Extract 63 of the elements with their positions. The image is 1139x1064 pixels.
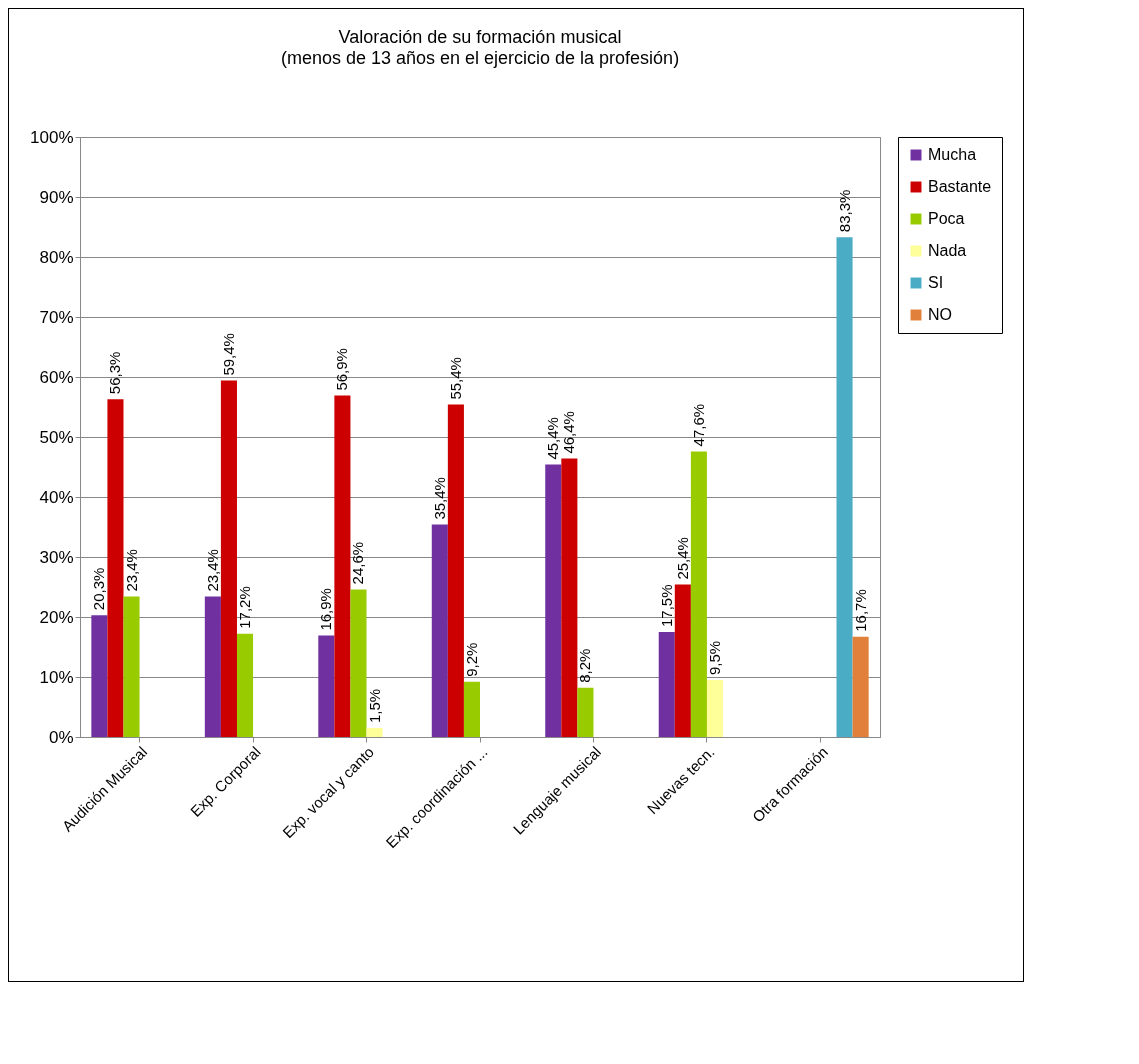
- data-label: 9,5%: [705, 640, 723, 675]
- data-label: 16,9%: [317, 588, 335, 631]
- data-label: 83,3%: [835, 189, 853, 233]
- chart-subtitle: (menos de 13 años en el ejercicio de la profesión): [280, 48, 680, 68]
- data-label: 24,6%: [349, 541, 367, 585]
- y-tick-label: 50%: [39, 427, 74, 447]
- data-label: 9,2%: [462, 642, 480, 677]
- bar: [463, 681, 480, 737]
- bar: [318, 635, 335, 737]
- data-label: 25,4%: [673, 537, 691, 580]
- legend-label: NO: [928, 306, 952, 323]
- chart-title: Valoración de su formación musical: [338, 27, 622, 47]
- y-tick-label: 100%: [30, 127, 74, 147]
- legend-label: Bastante: [928, 178, 992, 195]
- bar: [350, 589, 367, 737]
- data-label: 16,7%: [851, 589, 869, 632]
- bar: [447, 404, 464, 737]
- legend-label: Nada: [928, 242, 967, 259]
- data-label: 17,5%: [657, 584, 675, 627]
- data-label: 56,3%: [106, 351, 124, 395]
- y-tick-label: 90%: [39, 187, 74, 207]
- data-label: 59,4%: [219, 333, 237, 376]
- bar: [690, 451, 707, 737]
- bar: [674, 584, 691, 737]
- bar: [836, 237, 853, 737]
- y-tick-label: 0%: [48, 727, 74, 747]
- bar: [123, 596, 140, 737]
- bar: [91, 615, 108, 737]
- legend-label: Poca: [928, 210, 965, 227]
- data-label: 45,4%: [544, 417, 562, 460]
- bar: [545, 464, 562, 737]
- data-label: 23,4%: [122, 549, 140, 592]
- data-label: 23,4%: [203, 549, 221, 592]
- bar: [236, 633, 254, 737]
- data-label: 35,4%: [430, 477, 448, 520]
- y-tick-label: 30%: [39, 547, 74, 567]
- bar: [577, 687, 594, 737]
- y-tick-label: 20%: [39, 607, 74, 627]
- data-label: 20,3%: [90, 567, 108, 611]
- y-tick-label: 80%: [39, 247, 74, 267]
- bar: [107, 399, 124, 737]
- y-tick-label: 60%: [39, 367, 74, 387]
- data-label: 55,4%: [446, 357, 464, 400]
- bar: [706, 680, 724, 737]
- bar: [852, 636, 869, 737]
- legend-label: SI: [928, 274, 944, 291]
- bar: [366, 728, 383, 737]
- bar: [658, 632, 675, 737]
- data-label: 1,5%: [365, 688, 383, 723]
- bar: [334, 395, 351, 737]
- legend-label: Mucha: [928, 146, 977, 163]
- bar: [431, 524, 448, 737]
- data-label: 8,2%: [576, 648, 594, 683]
- bar: [204, 596, 221, 737]
- bar: [220, 380, 237, 737]
- y-tick-label: 10%: [39, 667, 74, 687]
- data-label: 56,9%: [333, 348, 351, 391]
- bar: [561, 458, 578, 737]
- data-label: 17,2%: [236, 586, 254, 629]
- data-label: 47,6%: [689, 403, 707, 447]
- data-label: 46,4%: [560, 411, 578, 454]
- y-tick-label: 40%: [39, 487, 74, 507]
- y-tick-label: 70%: [39, 307, 74, 327]
